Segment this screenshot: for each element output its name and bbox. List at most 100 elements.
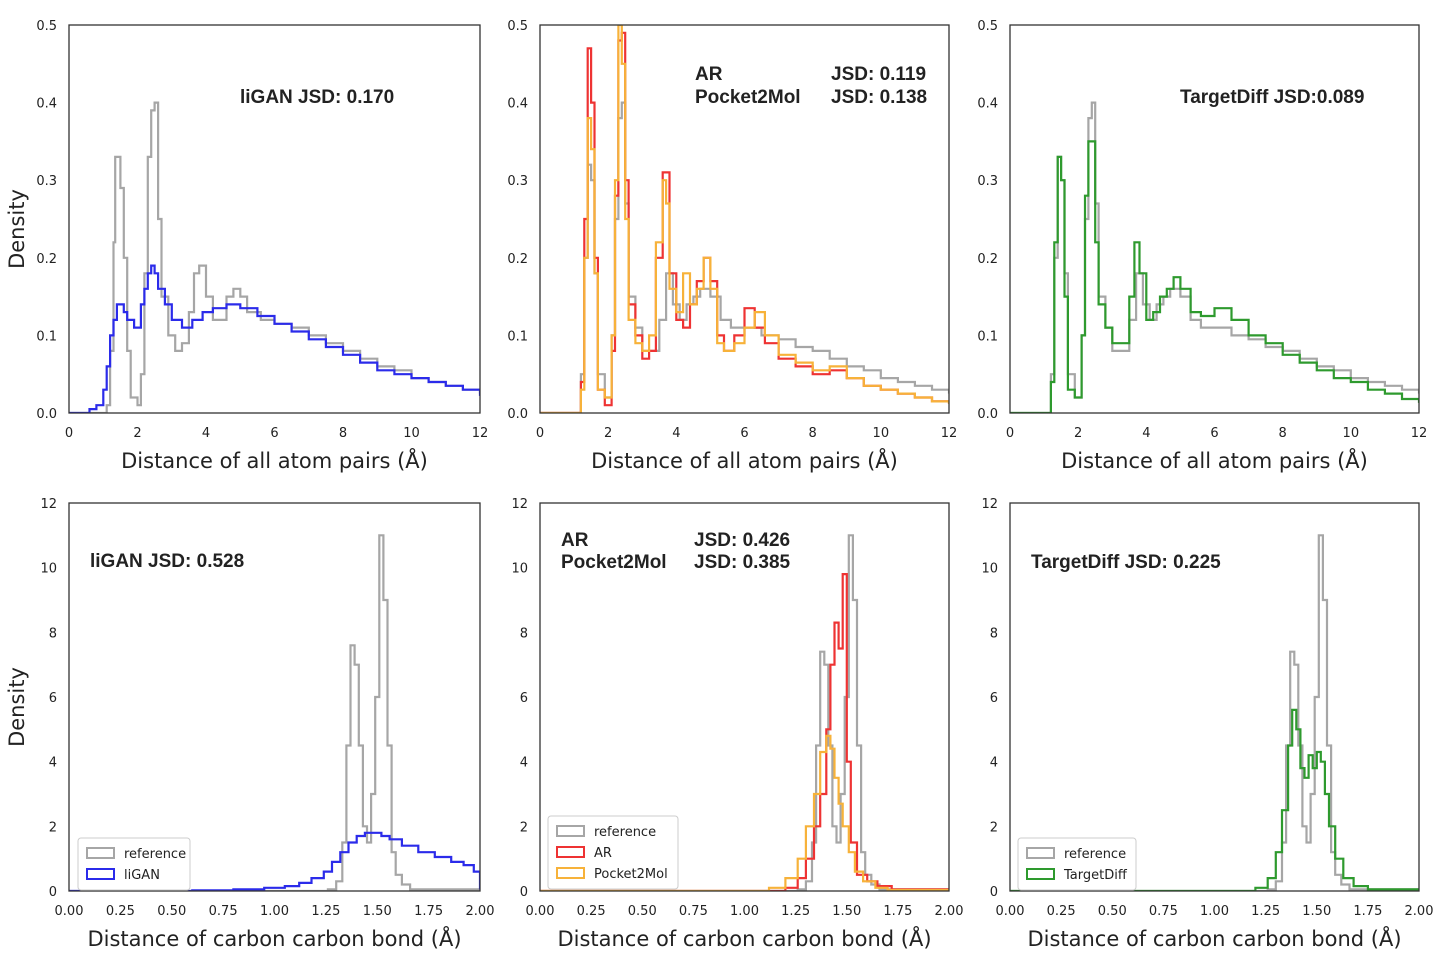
legend-label-reference: reference: [594, 825, 656, 840]
legend-label-pocket2mol: Pocket2Mol: [594, 867, 668, 882]
plot-frame: [1009, 24, 1420, 414]
x-tick-label: 6: [1210, 426, 1218, 441]
y-tick-label: 12: [40, 497, 57, 512]
x-axis-label: Distance of carbon carbon bond (Å): [557, 925, 931, 951]
y-axis-label: Density: [5, 667, 29, 747]
y-tick-label: 0.3: [507, 174, 528, 189]
legend-box: [1017, 837, 1137, 891]
legend-swatch-reference: [556, 825, 585, 837]
x-tick-label: 0.75: [679, 904, 708, 919]
x-tick-label: 1.25: [781, 904, 810, 919]
y-tick-label: 10: [981, 562, 998, 577]
x-axis-label: Distance of all atom pairs (Å): [121, 447, 428, 473]
plot-frame: [68, 24, 481, 414]
x-tick-label: 10: [403, 426, 420, 441]
x-tick-label: 4: [202, 426, 210, 441]
y-tick-label: 6: [49, 691, 57, 706]
y-tick-label: 0.4: [36, 97, 57, 112]
y-tick-label: 6: [520, 691, 528, 706]
chart-panel-5: 0.00 0.25 0.50 0.75 1.00 1.25 1.50 1.75 2.00 0 2 4 6…: [511, 497, 963, 951]
jsd-annotation: JSD: 0.138: [831, 87, 927, 108]
x-tick-label: 0: [65, 426, 73, 441]
y-tick-label: 0.2: [36, 252, 57, 267]
x-tick-label: 0.75: [1149, 904, 1178, 919]
legend-swatch-reference: [1026, 847, 1055, 859]
x-tick-label: 1.00: [260, 904, 289, 919]
y-tick-label: 0.1: [977, 329, 998, 344]
x-tick-label: 0.25: [577, 904, 606, 919]
x-tick-label: 2.00: [935, 904, 964, 919]
x-tick-label: 2.00: [1405, 904, 1434, 919]
jsd-annotation: liGAN JSD: 0.170: [240, 87, 394, 108]
jsd-annotation: JSD: 0.426: [694, 530, 790, 551]
x-tick-label: 0.75: [209, 904, 238, 919]
x-axis-label: Distance of carbon carbon bond (Å): [87, 925, 461, 951]
legend-label-ar: AR: [594, 846, 612, 861]
series-reference-line: [540, 534, 949, 891]
series-pocket2mol-line: [540, 25, 949, 413]
y-tick-label: 0.0: [977, 407, 998, 422]
series-group: [540, 534, 949, 891]
y-tick-label: 0.4: [977, 97, 998, 112]
x-axis-label: Distance of all atom pairs (Å): [1061, 447, 1368, 473]
x-tick-label: 0.25: [1047, 904, 1076, 919]
y-axis-label: Density: [5, 189, 29, 269]
x-tick-label: 1.50: [363, 904, 392, 919]
x-tick-label: 8: [1279, 426, 1287, 441]
y-tick-label: 0.0: [36, 407, 57, 422]
x-tick-label: 0.50: [628, 904, 657, 919]
x-tick-label: 0: [1006, 426, 1014, 441]
x-tick-label: 12: [1411, 426, 1428, 441]
series-reference-line: [69, 101, 480, 413]
legend-label-ligan: liGAN: [124, 868, 160, 883]
x-tick-label: 0.00: [996, 904, 1025, 919]
chart-panel-1: 0 2 4 6 8 10 12 0.0 0.1 0.2 0.3 0.4 0.5 Distance of a…: [5, 19, 488, 473]
x-tick-label: 0: [536, 426, 544, 441]
series-pocket2mol-line: [540, 734, 949, 891]
x-tick-label: 1.25: [311, 904, 340, 919]
y-tick-label: 10: [511, 562, 528, 577]
y-tick-label: 0.5: [36, 19, 57, 34]
y-tick-label: 12: [981, 497, 998, 512]
y-tick-label: 4: [49, 756, 57, 771]
chart-panel-6: 0.00 0.25 0.50 0.75 1.00 1.25 1.50 1.75 2.00 0 2 4 6…: [981, 497, 1433, 951]
x-tick-label: 6: [270, 426, 278, 441]
y-tick-label: 0.1: [507, 329, 528, 344]
y-tick-label: 2: [49, 820, 57, 835]
legend-swatch-targetdiff: [1026, 868, 1055, 880]
x-tick-label: 1.50: [1302, 904, 1331, 919]
y-tick-label: 0: [520, 885, 528, 900]
x-tick-label: 0.50: [157, 904, 186, 919]
series-targetdiff-line: [1010, 140, 1419, 413]
legend-swatch-pocket2mol: [556, 867, 585, 879]
jsd-annotation: TargetDiff JSD:0.089: [1180, 87, 1364, 108]
y-tick-label: 0.0: [507, 407, 528, 422]
series-targetdiff-line: [1010, 708, 1419, 891]
legend: reference TargetDiff: [1017, 837, 1137, 891]
legend-swatch-ar: [556, 846, 585, 858]
jsd-annotation: JSD: 0.119: [831, 64, 926, 85]
x-tick-label: 1.25: [1251, 904, 1280, 919]
x-tick-label: 12: [941, 426, 958, 441]
y-tick-label: 0.3: [36, 174, 57, 189]
jsd-annotation: Pocket2Mol: [695, 87, 801, 108]
legend-swatch-reference: [86, 847, 115, 859]
x-tick-label: 1.00: [730, 904, 759, 919]
x-tick-label: 0.25: [106, 904, 135, 919]
x-tick-label: 0.00: [526, 904, 555, 919]
series-reference-line: [1010, 534, 1419, 891]
series-ligan-line: [69, 831, 480, 891]
x-tick-label: 1.75: [1353, 904, 1382, 919]
x-tick-label: 1.00: [1200, 904, 1229, 919]
x-tick-label: 10: [873, 426, 890, 441]
x-tick-label: 8: [809, 426, 817, 441]
y-tick-label: 2: [990, 820, 998, 835]
y-tick-label: 0.4: [507, 97, 528, 112]
x-tick-label: 2: [133, 426, 141, 441]
series-group: [69, 534, 480, 891]
y-tick-label: 2: [520, 820, 528, 835]
y-tick-label: 0.3: [977, 174, 998, 189]
jsd-annotation: JSD: 0.385: [694, 552, 791, 573]
jsd-annotation: TargetDiff JSD: 0.225: [1031, 552, 1221, 573]
